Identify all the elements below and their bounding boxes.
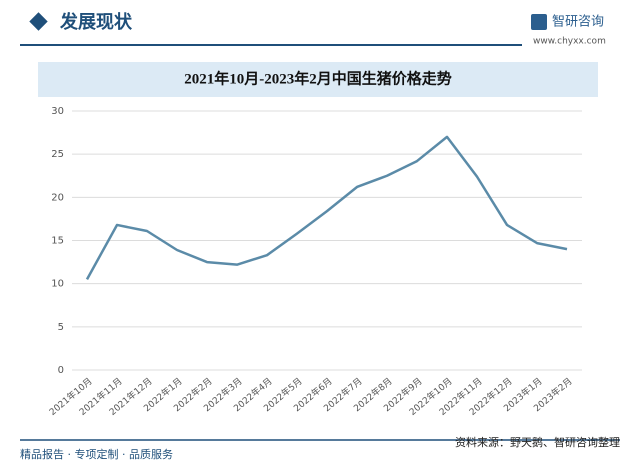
y-tick-label: 5 — [58, 322, 64, 333]
y-tick-label: 10 — [51, 279, 64, 290]
y-tick-label: 15 — [51, 236, 64, 247]
brand-site: www.chyxx.com — [533, 37, 606, 47]
y-tick-label: 0 — [58, 365, 64, 376]
y-tick-label: 25 — [51, 149, 64, 160]
header-title: 发展现状 — [59, 11, 133, 33]
brand-name: 智研咨询 — [552, 15, 604, 30]
y-tick-label: 20 — [51, 192, 64, 203]
line-series — [85, 135, 568, 280]
header-icon — [29, 12, 48, 31]
chart-title: 2021年10月-2023年2月中国生猪价格走势 — [184, 69, 452, 87]
y-tick-label: 30 — [51, 106, 64, 117]
footer-source: 资料来源：野天鹅、智研咨询整理 — [455, 435, 620, 449]
brand-logo — [531, 14, 547, 30]
title-box — [38, 62, 598, 97]
footer-slogan: 精品报告 · 专项定制 · 品质服务 — [20, 447, 173, 461]
